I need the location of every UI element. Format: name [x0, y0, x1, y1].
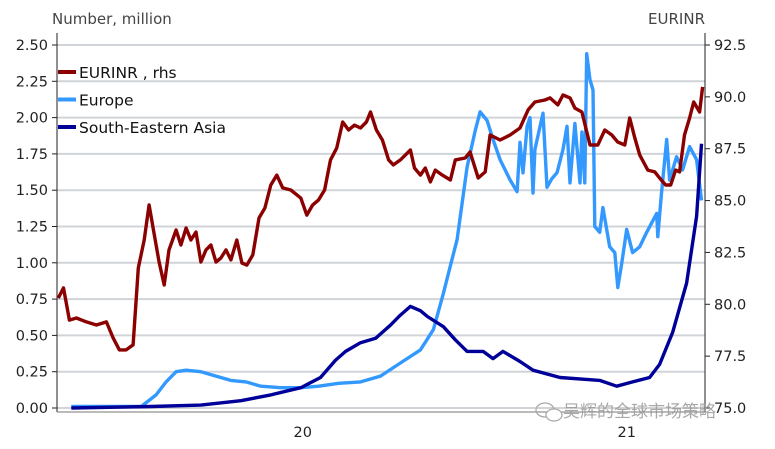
- right-tick-label: 85.0: [714, 194, 746, 210]
- series-line-south-eastern-asia: [71, 143, 704, 410]
- right-axis-title: EURINR: [648, 10, 705, 28]
- x-tick-label: 20: [293, 425, 311, 441]
- left-tick-label: 1.50: [16, 183, 48, 199]
- wechat-icon: [535, 402, 563, 422]
- right-tick-label: 90.0: [714, 90, 746, 106]
- left-tick-label: 0.75: [16, 292, 48, 308]
- right-tick-label: 80.0: [714, 297, 746, 313]
- legend-label: Europe: [79, 92, 134, 110]
- legend-label: EURINR , rhs: [79, 64, 177, 82]
- x-tick-label: 21: [617, 425, 635, 441]
- series-lines: [56, 52, 705, 410]
- right-tick-label: 77.5: [714, 349, 746, 365]
- left-tick-label: 0.00: [16, 401, 48, 417]
- watermark-text: 吴辉的全球市场策略: [563, 402, 716, 422]
- left-tick-label: 0.50: [16, 328, 48, 344]
- left-tick-label: 1.75: [16, 147, 48, 163]
- right-axis-ticks: 75.0 77.5 80.0 82.5 85.0 87.5 90.0 92.5: [705, 38, 746, 417]
- left-axis-title: Number, million: [52, 10, 172, 28]
- left-tick-label: 1.25: [16, 220, 48, 236]
- watermark: 吴辉的全球市场策略: [535, 402, 716, 422]
- series-line-europe: [71, 52, 704, 409]
- left-tick-label: 2.50: [16, 38, 48, 54]
- gridlines: [57, 44, 705, 409]
- legend: EURINR , rhs Europe South-Eastern Asia: [58, 64, 226, 137]
- left-axis-ticks: 0.00 0.25 0.50 0.75 1.00 1.25 1.50 1.75 2.00 2.25…: [16, 38, 57, 417]
- left-tick-label: 2.25: [16, 74, 48, 90]
- left-tick-label: 1.00: [16, 256, 48, 272]
- right-tick-label: 82.5: [714, 245, 746, 261]
- right-tick-label: 92.5: [714, 38, 746, 54]
- left-tick-label: 0.25: [16, 365, 48, 381]
- right-tick-label: 87.5: [714, 142, 746, 158]
- left-tick-label: 2.00: [16, 111, 48, 127]
- x-axis-ticks: 20 21: [293, 425, 635, 441]
- legend-label: South-Eastern Asia: [79, 119, 226, 137]
- right-tick-label: 75.0: [714, 401, 746, 417]
- series-line-eurinr-rhs: [56, 86, 705, 352]
